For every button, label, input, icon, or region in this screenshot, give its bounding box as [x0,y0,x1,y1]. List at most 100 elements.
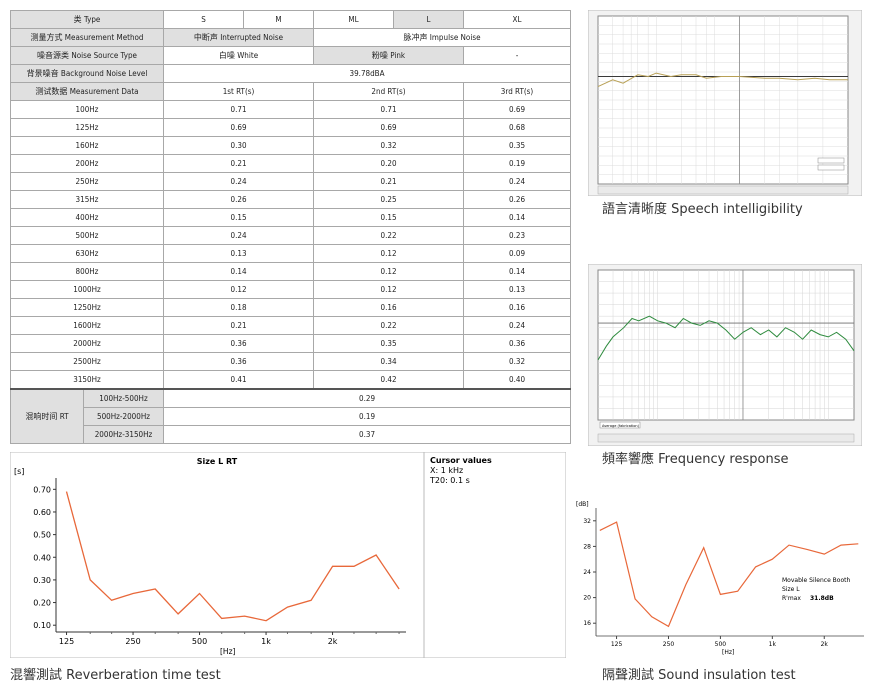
sound-ylabel: [dB] [576,501,589,508]
reverb-chart-svg: Size L RT [s] [Hz] Cursor values X: 1 kH… [10,452,566,658]
frequency-label: 1600Hz [9,316,165,335]
frequency-row: 1600Hz 0.21 0.22 0.24 [9,316,572,335]
sound-y-tick-label: 24 [583,569,591,576]
frequency-legend-box [599,421,641,429]
frequency-row: 2000Hz 0.36 0.35 0.36 [9,334,572,353]
sound-xlabel: [Hz] [722,649,734,656]
frequency-label: 125Hz [9,118,165,137]
size-m: M [243,10,315,29]
rt-band-value-2: 0.19 [163,407,572,426]
frequency-row: 630Hz 0.13 0.12 0.09 [9,244,572,263]
rt-value-1: 0.36 [163,334,315,353]
reverb-x-tick-label: 125 [59,637,74,646]
rt-value-2: 0.12 [313,280,465,299]
rt-value-3: 0.40 [463,370,572,390]
rt-value-2: 0.34 [313,352,465,371]
frequency-row: 100Hz 0.71 0.71 0.69 [9,100,572,119]
frequency-row: 250Hz 0.24 0.21 0.24 [9,172,572,191]
sound-insulation-chart: [dB] [Hz] 32 28 24 20 16 125 250 500 1k 2k Movabl… [574,496,874,656]
rt-value-2: 0.25 [313,190,465,209]
noise-dash: - [463,46,572,65]
sound-caption: 隔聲測試 Sound insulation test [602,668,796,683]
frequency-series [597,315,855,361]
rt-band-value-3: 0.37 [163,425,572,444]
reverb-series [65,491,400,622]
rt-value-2: 0.22 [313,316,465,335]
sound-y-tick-label: 20 [583,595,591,602]
rt-value-2: 0.16 [313,298,465,317]
frequency-row: 1000Hz 0.12 0.12 0.13 [9,280,572,299]
frequency-label: 630Hz [9,244,165,263]
reverb-xlabel: [Hz] [220,647,236,656]
rt-value-3: 0.32 [463,352,572,371]
frequency-label: 800Hz [9,262,165,281]
rt-value-3: 0.23 [463,226,572,245]
frequency-line [597,315,855,361]
rt-band-row-3: 2000Hz-3150Hz 0.37 [11,425,572,444]
noise-pink: 粉噪 Pink [313,46,465,65]
rt-value-1: 0.24 [163,172,315,191]
rt-band-row-2: 500Hz-2000Hz 0.19 [11,407,572,426]
size-s: S [163,10,245,29]
frequency-rows: 100Hz 0.71 0.71 0.69 125Hz 0.69 0.69 0.68 160Hz 0… [9,100,572,390]
rt-value-3: 0.36 [463,334,572,353]
rt-value-2: 0.12 [313,262,465,281]
rt-value-1: 0.26 [163,190,315,209]
sound-y-tick-label: 16 [583,620,591,627]
rt-value-2: 0.22 [313,226,465,245]
size-l: L [393,10,465,29]
speech-caption: 語言清晰度 Speech intelligibility [602,202,803,217]
sound-line [599,521,859,628]
sound-axes: 32 28 24 20 16 125 250 500 1k 2k [583,508,864,648]
rt-header-2: 2nd RT(s) [313,82,465,101]
frequency-chart-svg: Average (fabrication) [587,263,863,447]
rt-value-1: 0.14 [163,262,315,281]
sound-legend-title: Movable Silence Booth [782,577,850,584]
noise-type-row: 噪音源类 Noise Source Type 白噪 White 粉噪 Pink … [9,46,572,65]
rt-band-3: 2000Hz-3150Hz [82,425,165,444]
measurement-table: 类 Type S M ML L XL 测量方式 Measurement Meth… [9,10,572,444]
frequency-label: 400Hz [9,208,165,227]
rt-value-1: 0.41 [163,370,315,390]
speech-chart [587,9,863,197]
reverb-y-tick-label: 0.10 [33,621,51,630]
rt-value-1: 0.24 [163,226,315,245]
reverb-y-tick-label: 0.60 [33,508,51,517]
method-label: 测量方式 Measurement Method [9,28,165,47]
rt-band-row-1: 混响时间 RT 100Hz-500Hz 0.29 [10,388,572,444]
frequency-row: 400Hz 0.15 0.15 0.14 [9,208,572,227]
frequency-label: 500Hz [9,226,165,245]
rt-band-1: 100Hz-500Hz [82,388,165,408]
method-impulse: 脉冲声 Impulse Noise [313,28,572,47]
frequency-status-bar [597,433,855,443]
sound-chart-svg: [dB] [Hz] 32 28 24 20 16 125 250 500 1k 2k Movabl… [576,501,864,656]
sound-x-tick-label: 125 [611,641,623,648]
frequency-row: 160Hz 0.30 0.32 0.35 [9,136,572,155]
reverb-ylabel: [s] [14,467,24,476]
rt-value-1: 0.21 [163,316,315,335]
sound-series [599,521,859,628]
frequency-chart: Average (fabrication) [587,263,863,447]
cursor-title: Cursor values [430,456,492,465]
rt-value-1: 0.15 [163,208,315,227]
reverb-line [65,491,400,622]
type-label: 类 Type [9,10,165,29]
frequency-label: 160Hz [9,136,165,155]
frequency-grid [598,270,854,420]
bg-noise-row: 背景噪音 Background Noise Level 39.78dBA [9,64,572,83]
method-interrupted: 中断声 Interrupted Noise [163,28,315,47]
speech-series [597,72,848,88]
reverb-x-tick-label: 1k [261,637,271,646]
rt-value-3: 0.68 [463,118,572,137]
frequency-label: 200Hz [9,154,165,173]
frequency-label: 1250Hz [9,298,165,317]
rt-value-3: 0.09 [463,244,572,263]
rt-value-2: 0.32 [313,136,465,155]
frequency-label: 100Hz [9,100,165,119]
rt-value-3: 0.14 [463,208,572,227]
rt-value-2: 0.42 [313,370,465,390]
reverb-y-tick-label: 0.40 [33,553,51,562]
data-header-row: 测试数据 Measurement Data 1st RT(s) 2nd RT(s… [9,82,572,101]
rt-value-3: 0.69 [463,100,572,119]
frequency-row: 500Hz 0.24 0.22 0.23 [9,226,572,245]
